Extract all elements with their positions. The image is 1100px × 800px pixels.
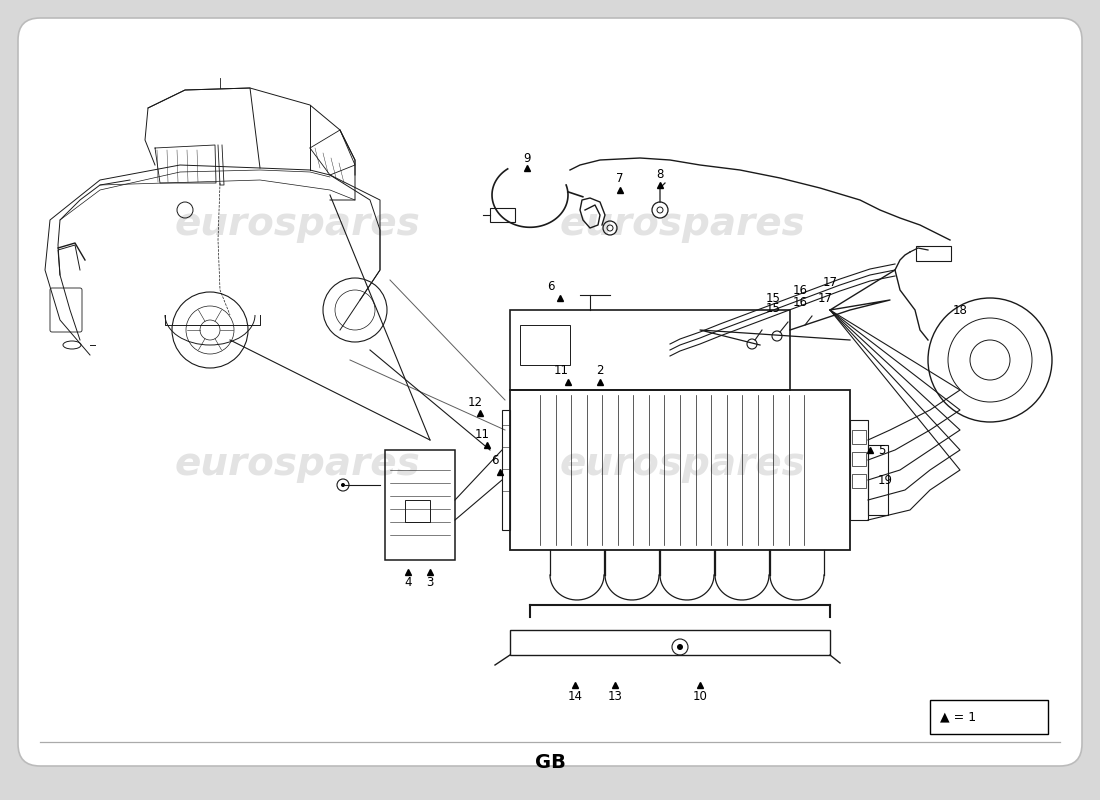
Text: eurospares: eurospares bbox=[559, 205, 805, 243]
Text: 10: 10 bbox=[693, 690, 707, 703]
Text: 4: 4 bbox=[405, 575, 411, 589]
Text: 9: 9 bbox=[524, 151, 530, 165]
Text: 8: 8 bbox=[657, 167, 663, 181]
Text: 2: 2 bbox=[596, 363, 604, 377]
Bar bbox=[850, 420, 868, 520]
Text: 15: 15 bbox=[766, 291, 780, 305]
Bar bbox=[868, 445, 888, 515]
Text: 16: 16 bbox=[792, 297, 807, 310]
Text: ▲ = 1: ▲ = 1 bbox=[940, 710, 976, 723]
Text: 3: 3 bbox=[427, 575, 433, 589]
Text: 17: 17 bbox=[823, 277, 837, 290]
Text: eurospares: eurospares bbox=[559, 445, 805, 483]
Bar bbox=[916, 246, 952, 261]
Bar bbox=[510, 310, 790, 390]
Text: 17: 17 bbox=[817, 293, 833, 306]
Text: eurospares: eurospares bbox=[174, 205, 420, 243]
Bar bbox=[520, 325, 570, 365]
Bar bbox=[852, 430, 866, 444]
Bar bbox=[852, 474, 866, 488]
Text: 11: 11 bbox=[474, 427, 490, 441]
Text: 18: 18 bbox=[953, 303, 967, 317]
Text: 15: 15 bbox=[766, 302, 780, 314]
FancyBboxPatch shape bbox=[18, 18, 1082, 766]
Text: eurospares: eurospares bbox=[174, 445, 420, 483]
Text: 14: 14 bbox=[568, 690, 583, 703]
Bar bbox=[852, 452, 866, 466]
Text: 6: 6 bbox=[492, 454, 498, 467]
Text: 13: 13 bbox=[607, 690, 623, 703]
Text: 11: 11 bbox=[553, 363, 569, 377]
Text: 5: 5 bbox=[878, 443, 886, 457]
Bar bbox=[405, 500, 430, 522]
Text: 16: 16 bbox=[792, 283, 807, 297]
Text: 12: 12 bbox=[468, 395, 483, 409]
Bar bbox=[510, 630, 830, 655]
Text: GB: GB bbox=[535, 753, 565, 771]
Text: 7: 7 bbox=[616, 173, 624, 186]
Text: 6: 6 bbox=[548, 281, 554, 294]
Bar bbox=[502, 410, 510, 530]
Bar bbox=[510, 390, 850, 550]
Bar bbox=[930, 700, 1048, 734]
Circle shape bbox=[676, 644, 683, 650]
Circle shape bbox=[341, 483, 345, 487]
Bar bbox=[490, 208, 515, 222]
Bar bbox=[385, 450, 455, 560]
Text: 19: 19 bbox=[878, 474, 893, 486]
